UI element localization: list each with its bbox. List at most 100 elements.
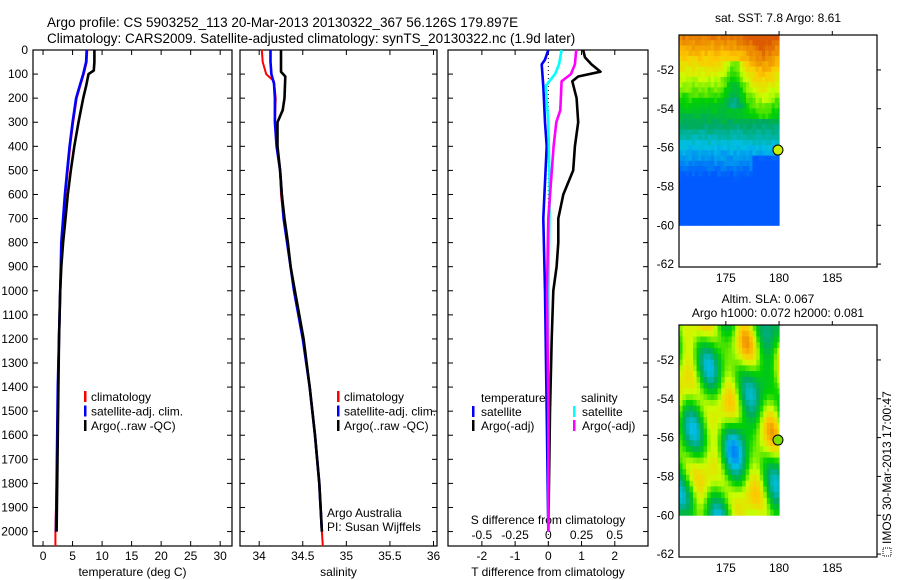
sla-cell [707,394,712,401]
sst-cell [707,134,712,141]
x-tick-label: 5 [69,549,76,563]
sst-cell [739,108,744,115]
sst-cell [679,108,683,115]
sla-cell [721,498,726,505]
depth-tick-label: 600 [8,187,28,201]
sst-cell [742,223,747,226]
sst-cell [685,155,690,162]
lat-tick-label: -60 [657,508,675,522]
sst-cell [688,155,693,162]
legend-swatch [84,405,87,417]
sst-cell [685,192,690,198]
sla-cell [714,405,719,412]
sst-cell [688,202,693,209]
sla-cell [682,388,687,395]
sla-cell [721,382,726,389]
sst-cell [762,45,766,52]
sla-cell [724,440,729,447]
sla-cell [735,451,740,459]
sla-cell [717,330,722,338]
sst-cell [720,103,725,109]
sla-cell [703,474,708,482]
sla-cell [770,400,775,407]
sst-cell [765,181,769,188]
sla-cell [679,498,683,505]
sla-cell [700,480,705,487]
sla-cell [731,400,736,407]
sla-cell [689,371,694,378]
sla-cell [756,365,761,372]
sst-cell [691,35,696,41]
sla-cell [714,457,719,464]
sla-cell [763,509,768,516]
sst-cell [726,176,731,183]
sst-cell [768,103,773,109]
sla-cell [682,405,687,412]
sst-cell [758,134,763,141]
sla-cell [759,382,764,389]
sst-cell [765,192,769,198]
sst-cell [765,50,769,57]
lat-tick-label: -62 [657,257,675,271]
sst-cell [704,166,709,172]
sla-cell [759,474,764,482]
sst-cell [765,71,769,78]
sla-cell [763,428,768,436]
sst-cell [720,56,725,62]
sst-cell [682,176,686,183]
sla-cell [770,498,775,505]
sla-cell [724,457,729,464]
sst-cell [774,103,779,109]
sst-cell [746,76,750,83]
sla-cell [696,474,701,482]
sla-cell [763,440,768,447]
sla-cell [700,492,705,499]
sla-cell [745,342,750,349]
sst-cell [682,181,686,188]
sla-cell [773,423,778,430]
sst-cell [723,181,728,188]
sla-cell [752,353,757,361]
x-tick-label: 20 [154,549,168,563]
sla-cell [745,492,750,499]
sla-cell [686,348,690,355]
s-tick-label: 0 [545,528,552,542]
sst-cell [710,35,715,41]
sla-cell [710,474,715,482]
sst-cell [765,61,769,67]
sla-cell [686,417,690,424]
imos-timestamp: IMOS 30-Mar-2013 17:00:47 [880,391,894,544]
sst-cell [752,213,757,219]
sst-cell [710,181,715,188]
sst-cell [752,192,757,198]
sst-cell [739,97,744,104]
sla-cell [693,463,698,470]
sst-cell [746,134,750,141]
sla-cell [756,457,761,464]
sla-cell [745,486,750,493]
sla-cell [770,469,775,476]
sst-cell [723,56,728,62]
sst-cell [720,71,725,78]
sla-cell [770,382,775,389]
sst-cell [698,134,702,141]
sst-cell [758,208,763,214]
sst-cell [749,150,753,156]
sst-cell [685,150,690,156]
sst-cell [695,129,699,136]
sst-cell [762,202,766,209]
sla-cell [777,394,780,401]
sst-cell [682,35,686,41]
sst-cell [755,187,760,193]
sst-cell [717,124,721,130]
sla-cell [731,451,736,459]
sst-cell [685,166,690,172]
sla-cell [763,417,768,424]
sst-cell [685,145,690,151]
sla-cell [724,503,729,510]
sst-cell [710,208,715,214]
sst-cell [778,197,780,204]
sla-cell [742,463,747,470]
sst-cell [755,171,760,177]
sst-cell [682,160,686,167]
